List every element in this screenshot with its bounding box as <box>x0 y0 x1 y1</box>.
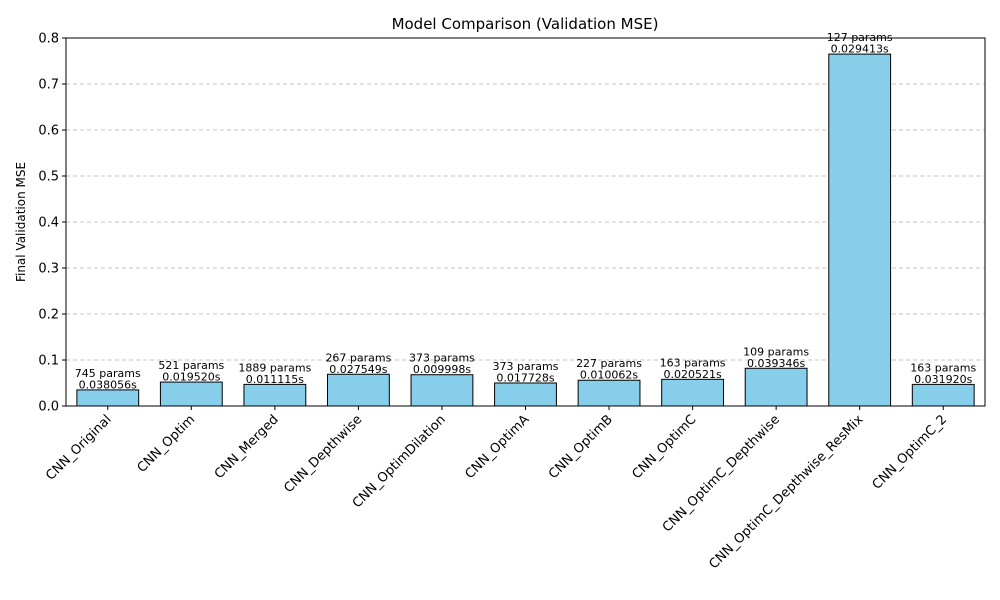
bar-cnn-original <box>76 389 140 407</box>
y-tick-label: 0.0 <box>38 400 59 415</box>
bar-cnn-optim <box>159 381 223 407</box>
y-tick-label: 0.5 <box>38 170 59 185</box>
bar-cnn-optimc <box>661 378 725 407</box>
bar-time-label: 0.038056s <box>79 378 137 391</box>
y-tick-label: 0.4 <box>38 216 59 231</box>
x-tick-label: CNN_OptimC_Depthwise_ResMix <box>706 412 866 572</box>
bar-params-label: 163 params <box>660 356 726 369</box>
bar-params-label: 227 params <box>576 357 642 370</box>
bar-time-label: 0.010062s <box>580 369 638 382</box>
bar-cnn-optimc-2 <box>911 383 975 407</box>
bar-params-label: 373 params <box>409 352 475 365</box>
bar-cnn-optimc-depthwise-resmix <box>828 53 892 407</box>
x-tick-label: CNN_Depthwise <box>281 412 365 496</box>
y-tick-label: 0.8 <box>38 32 59 47</box>
bar-params-label: 745 params <box>75 367 141 380</box>
bar-time-label: 0.031920s <box>914 373 972 386</box>
bar-cnn-merged <box>243 383 307 407</box>
bar-params-label: 267 params <box>325 351 391 364</box>
y-axis-ticks: 0.0 0.1 0.2 0.3 0.4 0.5 0.6 0.7 0.8 <box>38 32 66 415</box>
bars <box>76 53 975 407</box>
x-tick-label: CNN_OptimDilation <box>350 412 449 511</box>
bar-time-label: 0.017728s <box>496 372 554 385</box>
bar-params-label: 373 params <box>493 360 559 373</box>
bar-cnn-optimc-depthwise <box>744 367 808 407</box>
bar-time-label: 0.019520s <box>162 371 220 384</box>
bar-time-label: 0.029413s <box>831 43 889 56</box>
x-tick-label: CNN_OptimA <box>462 412 532 482</box>
bar-time-label: 0.039346s <box>747 357 805 370</box>
bar-time-label: 0.011115s <box>246 373 304 386</box>
y-tick-label: 0.3 <box>38 262 59 277</box>
bar-cnn-optimb <box>577 379 641 407</box>
bar-params-label: 109 params <box>743 345 809 358</box>
bar-cnn-optimdilation <box>410 374 474 407</box>
bar-params-label: 521 params <box>158 359 224 372</box>
y-tick-label: 0.6 <box>38 124 59 139</box>
bar-params-label: 1889 params <box>238 361 311 374</box>
bar-time-label: 0.020521s <box>663 368 721 381</box>
x-tick-label: CNN_OptimC <box>629 412 699 482</box>
y-tick-label: 0.1 <box>38 354 59 369</box>
x-tick-label: CNN_Optim <box>135 412 199 476</box>
bar-time-label: 0.027549s <box>329 363 387 376</box>
y-axis-label: Final Validation MSE <box>14 162 28 282</box>
bar-cnn-depthwise <box>326 373 390 407</box>
chart-title: Model Comparison (Validation MSE) <box>392 15 659 33</box>
x-tick-label: CNN_OptimB <box>546 412 616 482</box>
bar-time-label: 0.009998s <box>413 363 471 376</box>
y-tick-label: 0.2 <box>38 308 59 323</box>
x-tick-label: CNN_OptimC_2 <box>870 412 950 492</box>
y-tick-label: 0.7 <box>38 78 59 93</box>
x-tick-label: CNN_Original <box>43 412 114 483</box>
bar-cnn-optima <box>494 382 557 407</box>
bar-params-label: 163 params <box>910 361 976 374</box>
x-axis-ticks: CNN_Original CNN_Optim CNN_Merged CNN_Depth… <box>43 406 950 572</box>
x-tick-label: CNN_Merged <box>212 412 282 482</box>
